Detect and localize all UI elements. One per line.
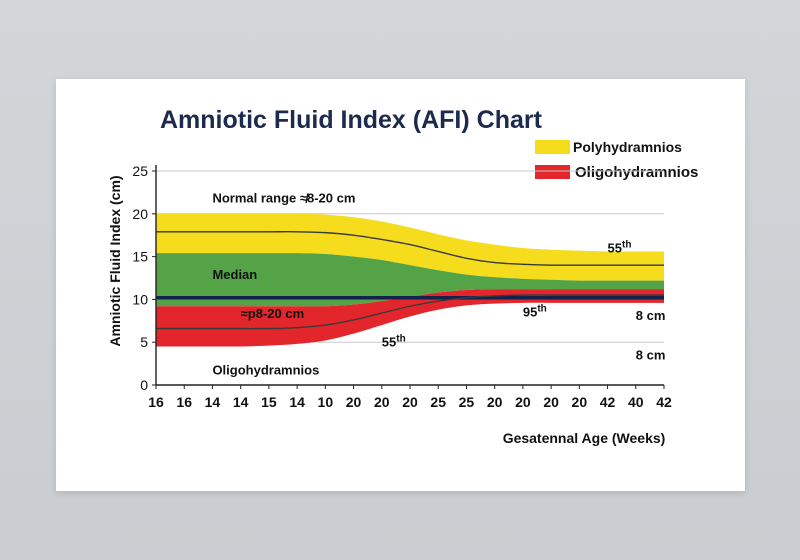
annotation-4: 55th xyxy=(382,333,406,349)
annotation-8: 8 cm xyxy=(636,347,666,362)
x-tick-label-4: 15 xyxy=(261,394,277,410)
x-tick-label-3: 14 xyxy=(233,394,249,410)
y-tick-label-5: 0 xyxy=(140,377,148,393)
afi-chart: Amniotic Fluid Index (AFI) Chart Polyhyd… xyxy=(107,106,698,446)
x-tick-label-12: 20 xyxy=(487,394,503,410)
annotation-3: Oligohydramnios xyxy=(212,363,319,378)
legend-label-polyhydramnios: Polyhydramnios xyxy=(573,139,682,155)
x-tick-label-8: 20 xyxy=(374,394,390,410)
x-tick-label-1: 16 xyxy=(176,394,192,410)
legend-swatch-oligohydramnios xyxy=(535,165,570,179)
x-tick-label-13: 20 xyxy=(515,394,531,410)
legend-label-oligohydramnios: Oligohydramnios xyxy=(575,164,698,181)
y-tick-label-0: 25 xyxy=(132,163,148,179)
x-tick-label-5: 14 xyxy=(289,394,305,410)
annotation-2: ≈p8-20 cm xyxy=(241,306,305,321)
band-normal xyxy=(156,253,664,307)
x-tick-label-7: 20 xyxy=(346,394,362,410)
x-tick-label-16: 42 xyxy=(600,394,616,410)
annotation-7: 8 cm xyxy=(636,308,666,323)
legend-swatch-polyhydramnios xyxy=(535,140,570,154)
chart-card: Amniotic Fluid Index (AFI) Chart Polyhyd… xyxy=(56,79,745,491)
line-upper xyxy=(155,231,664,266)
line-lower xyxy=(155,294,664,330)
band-polyhydramnios xyxy=(156,213,664,281)
x-tick-label-9: 20 xyxy=(402,394,418,410)
y-tick-label-2: 15 xyxy=(132,249,148,265)
annotation-5: 95th xyxy=(523,304,547,320)
y-axis-label: Amniotic Fluid Index (cm) xyxy=(107,175,123,346)
x-tick-label-14: 20 xyxy=(543,394,559,410)
x-tick-label-17: 40 xyxy=(628,394,644,410)
x-tick-label-2: 14 xyxy=(205,394,221,410)
chart-title: Amniotic Fluid Index (AFI) Chart xyxy=(160,106,543,134)
x-tick-label-15: 20 xyxy=(572,394,588,410)
annotation-0: Normal range ≉8-20 cm xyxy=(212,191,355,206)
x-tick-label-11: 25 xyxy=(459,394,475,410)
band-oligohydramnios xyxy=(156,289,664,347)
x-tick-label-6: 10 xyxy=(318,394,334,410)
annotation-1: Median xyxy=(212,267,257,282)
x-tick-label-0: 16 xyxy=(148,394,164,410)
x-tick-label-18: 42 xyxy=(656,394,672,410)
x-tick-label-10: 25 xyxy=(430,394,446,410)
y-tick-label-3: 10 xyxy=(132,291,148,307)
y-tick-label-4: 5 xyxy=(140,334,148,350)
y-tick-label-1: 20 xyxy=(132,206,148,222)
x-axis-label: Gesatennal Age (Weeks) xyxy=(503,430,666,446)
